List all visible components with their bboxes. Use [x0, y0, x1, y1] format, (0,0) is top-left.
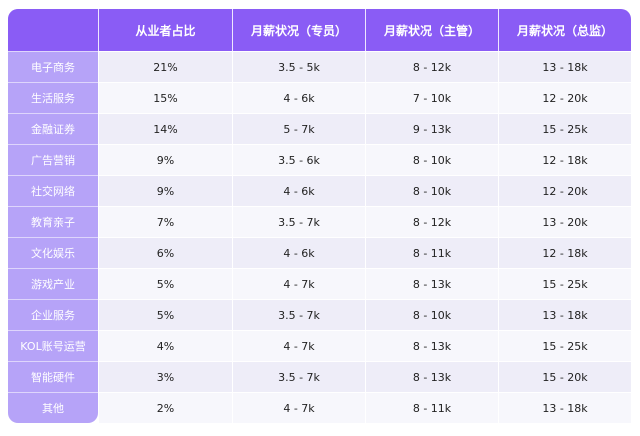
table-row: 社交网络 9% 4 - 6k 8 - 10k 12 - 20k	[8, 175, 631, 206]
cell-salary-director: 13 - 18k	[498, 392, 631, 423]
row-label: 广告营销	[8, 144, 98, 175]
cell-share: 2%	[98, 392, 232, 423]
cell-salary-supervisor: 8 - 13k	[365, 268, 498, 299]
table-body: 电子商务 21% 3.5 - 5k 8 - 12k 13 - 18k 生活服务 15% 4 -…	[8, 51, 631, 423]
row-label: 企业服务	[8, 299, 98, 330]
header-salary-director: 月薪状况（总监）	[498, 9, 631, 51]
header-share: 从业者占比	[98, 9, 232, 51]
salary-table: 从业者占比 月薪状况（专员） 月薪状况（主管） 月薪状况（总监） 电子商务 21%…	[8, 9, 631, 423]
cell-salary-supervisor: 8 - 13k	[365, 361, 498, 392]
cell-salary-specialist: 3.5 - 7k	[232, 299, 365, 330]
cell-salary-supervisor: 9 - 13k	[365, 113, 498, 144]
cell-salary-specialist: 4 - 7k	[232, 268, 365, 299]
row-label: 教育亲子	[8, 206, 98, 237]
cell-salary-supervisor: 8 - 12k	[365, 51, 498, 82]
table-row: 教育亲子 7% 3.5 - 7k 8 - 12k 13 - 20k	[8, 206, 631, 237]
cell-share: 5%	[98, 268, 232, 299]
cell-share: 7%	[98, 206, 232, 237]
header-background	[8, 9, 631, 51]
cell-salary-supervisor: 8 - 10k	[365, 299, 498, 330]
cell-salary-specialist: 3.5 - 7k	[232, 206, 365, 237]
table-header-row: 从业者占比 月薪状况（专员） 月薪状况（主管） 月薪状况（总监）	[8, 9, 631, 51]
cell-share: 14%	[98, 113, 232, 144]
cell-salary-director: 12 - 20k	[498, 175, 631, 206]
cell-share: 6%	[98, 237, 232, 268]
cell-share: 15%	[98, 82, 232, 113]
cell-salary-specialist: 4 - 6k	[232, 82, 365, 113]
table-row: 游戏产业 5% 4 - 7k 8 - 13k 15 - 25k	[8, 268, 631, 299]
header-corner-cell	[8, 9, 98, 51]
table-row: 金融证券 14% 5 - 7k 9 - 13k 15 - 25k	[8, 113, 631, 144]
table-row: 文化娱乐 6% 4 - 6k 8 - 11k 12 - 18k	[8, 237, 631, 268]
cell-share: 21%	[98, 51, 232, 82]
cell-salary-specialist: 5 - 7k	[232, 113, 365, 144]
row-label: 社交网络	[8, 175, 98, 206]
table-row: 电子商务 21% 3.5 - 5k 8 - 12k 13 - 18k	[8, 51, 631, 82]
cell-share: 4%	[98, 330, 232, 361]
table-row: 企业服务 5% 3.5 - 7k 8 - 10k 13 - 18k	[8, 299, 631, 330]
salary-table-container: 从业者占比 月薪状况（专员） 月薪状况（主管） 月薪状况（总监） 电子商务 21%…	[8, 9, 631, 423]
cell-share: 9%	[98, 144, 232, 175]
cell-salary-supervisor: 8 - 13k	[365, 330, 498, 361]
cell-salary-specialist: 4 - 6k	[232, 175, 365, 206]
cell-salary-supervisor: 8 - 12k	[365, 206, 498, 237]
header-salary-supervisor: 月薪状况（主管）	[365, 9, 498, 51]
cell-share: 5%	[98, 299, 232, 330]
cell-salary-specialist: 3.5 - 7k	[232, 361, 365, 392]
row-label: 文化娱乐	[8, 237, 98, 268]
table-row: KOL账号运营 4% 4 - 7k 8 - 13k 15 - 25k	[8, 330, 631, 361]
row-label: 金融证券	[8, 113, 98, 144]
cell-salary-specialist: 3.5 - 5k	[232, 51, 365, 82]
cell-salary-director: 13 - 18k	[498, 299, 631, 330]
row-label: 其他	[8, 392, 98, 423]
cell-salary-specialist: 4 - 7k	[232, 330, 365, 361]
cell-salary-director: 15 - 25k	[498, 330, 631, 361]
cell-salary-director: 15 - 25k	[498, 268, 631, 299]
cell-salary-director: 13 - 20k	[498, 206, 631, 237]
cell-salary-supervisor: 8 - 10k	[365, 175, 498, 206]
cell-salary-director: 15 - 20k	[498, 361, 631, 392]
cell-salary-supervisor: 7 - 10k	[365, 82, 498, 113]
cell-salary-director: 15 - 25k	[498, 113, 631, 144]
label-column-background	[8, 9, 98, 423]
cell-salary-specialist: 4 - 7k	[232, 392, 365, 423]
table-row: 生活服务 15% 4 - 6k 7 - 10k 12 - 20k	[8, 82, 631, 113]
row-label: 电子商务	[8, 51, 98, 82]
cell-salary-specialist: 3.5 - 6k	[232, 144, 365, 175]
cell-salary-supervisor: 8 - 10k	[365, 144, 498, 175]
row-label: KOL账号运营	[8, 330, 98, 361]
row-label: 游戏产业	[8, 268, 98, 299]
cell-salary-director: 13 - 18k	[498, 51, 631, 82]
row-label: 生活服务	[8, 82, 98, 113]
cell-salary-supervisor: 8 - 11k	[365, 237, 498, 268]
cell-salary-specialist: 4 - 6k	[232, 237, 365, 268]
row-label: 智能硬件	[8, 361, 98, 392]
table-row: 其他 2% 4 - 7k 8 - 11k 13 - 18k	[8, 392, 631, 423]
header-salary-specialist: 月薪状况（专员）	[232, 9, 365, 51]
table-row: 智能硬件 3% 3.5 - 7k 8 - 13k 15 - 20k	[8, 361, 631, 392]
cell-salary-supervisor: 8 - 11k	[365, 392, 498, 423]
cell-share: 9%	[98, 175, 232, 206]
cell-share: 3%	[98, 361, 232, 392]
table-row: 广告营销 9% 3.5 - 6k 8 - 10k 12 - 18k	[8, 144, 631, 175]
cell-salary-director: 12 - 20k	[498, 82, 631, 113]
cell-salary-director: 12 - 18k	[498, 144, 631, 175]
cell-salary-director: 12 - 18k	[498, 237, 631, 268]
